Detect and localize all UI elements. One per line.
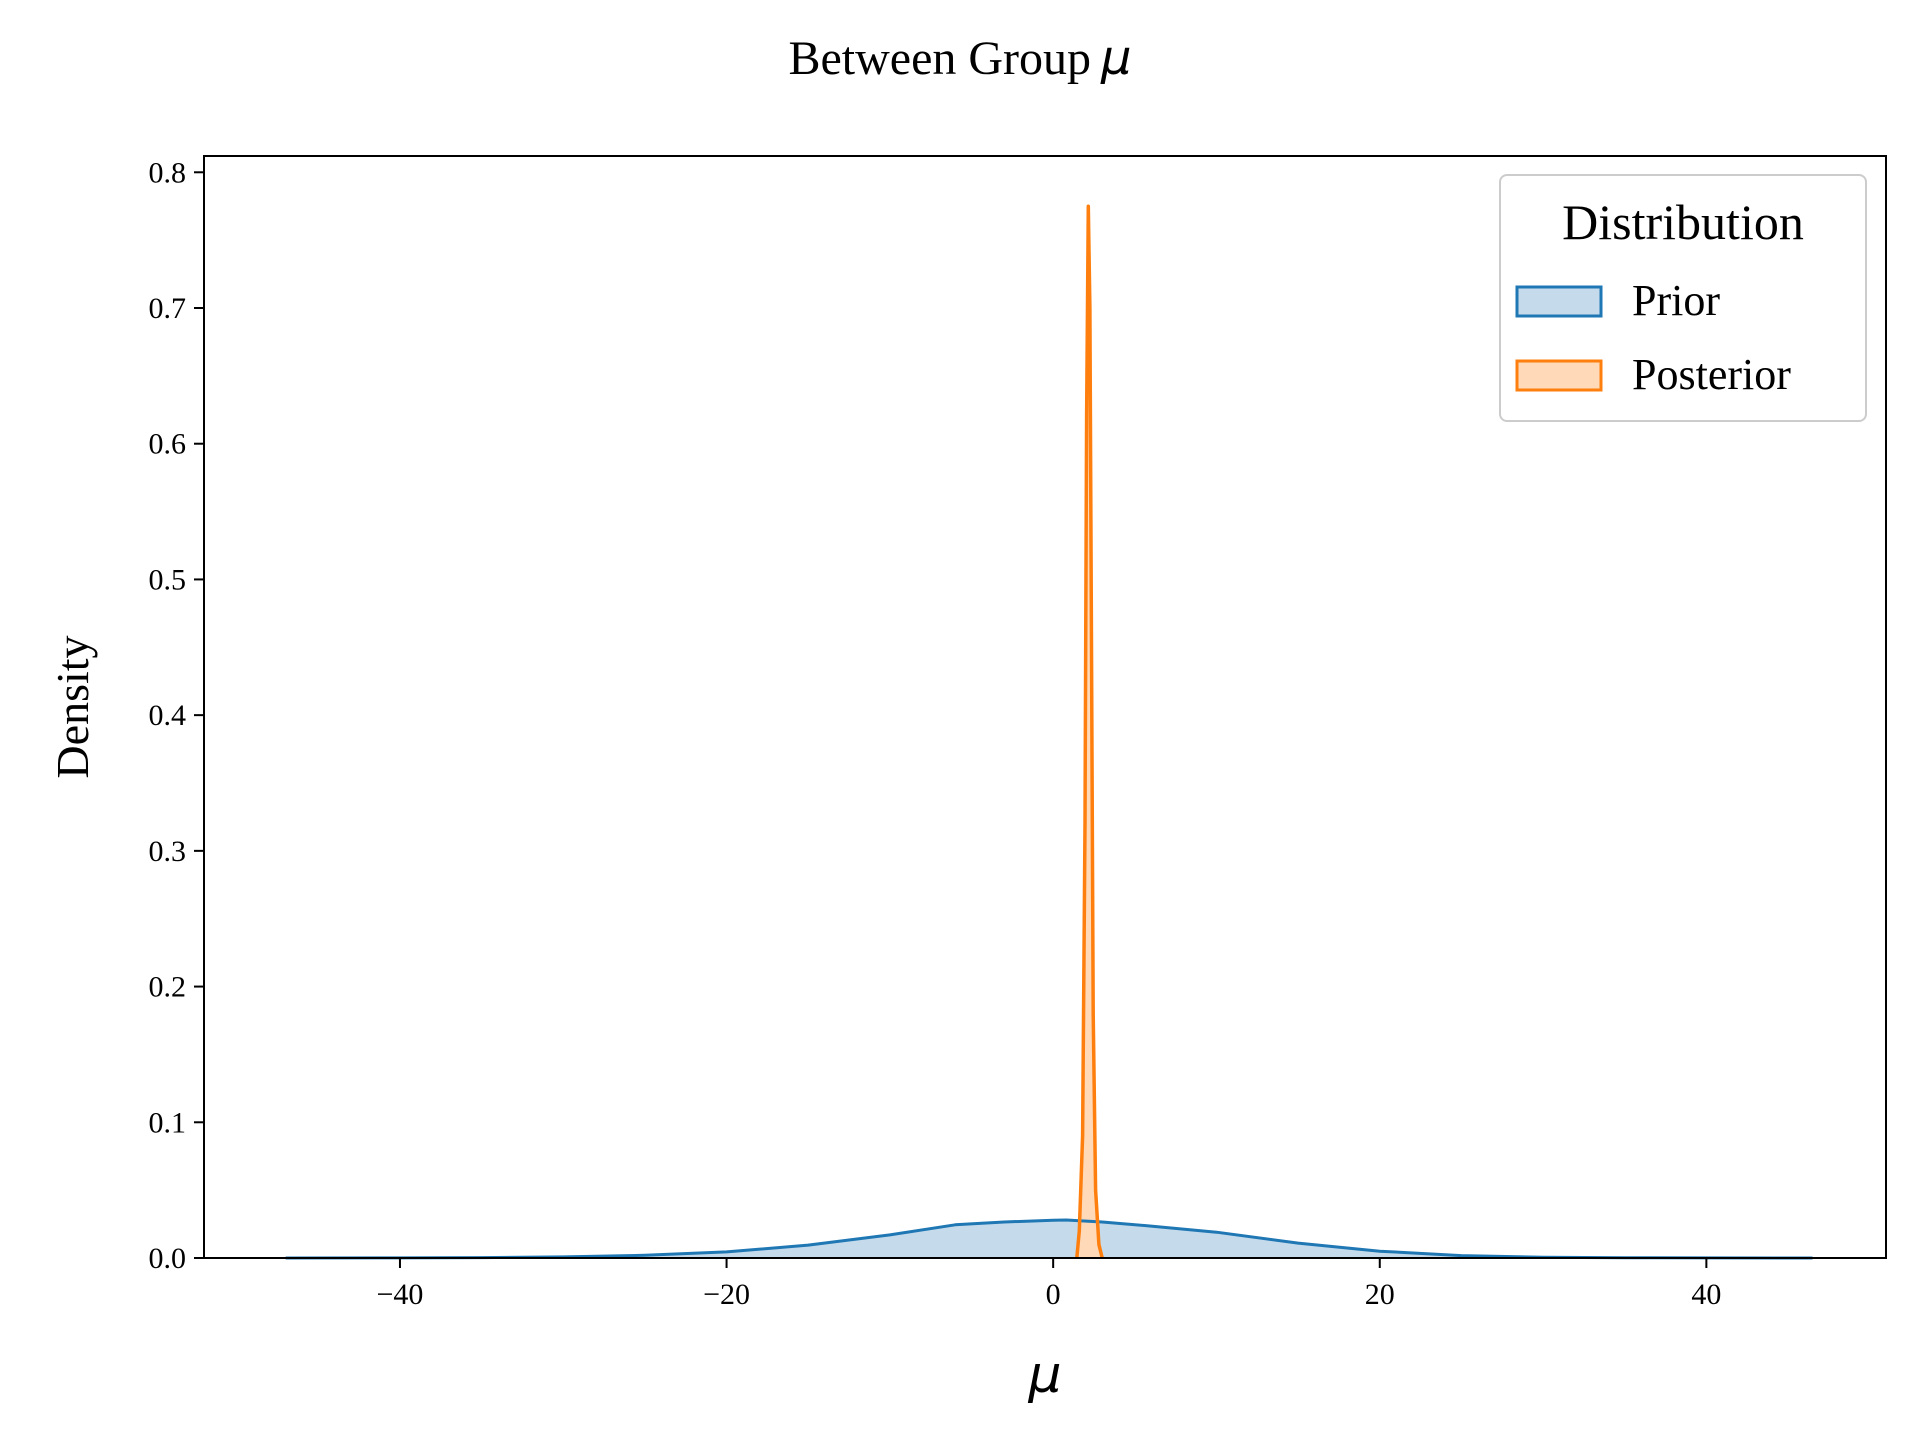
x-axis-label: μ <box>1027 1345 1061 1405</box>
plot-frame <box>203 155 1887 1259</box>
series-area-posterior <box>1076 206 1103 1259</box>
y-tick-label: 0.3 <box>149 835 187 868</box>
legend-swatch-prior <box>1515 285 1603 318</box>
y-tick-label: 0.6 <box>149 428 187 461</box>
y-tick-label: 0.4 <box>149 699 187 732</box>
y-tick-label: 0.7 <box>149 292 187 325</box>
legend-label-prior: Prior <box>1632 276 1720 325</box>
y-tick-label: 0.8 <box>149 156 187 189</box>
chart-title: Between Group μ <box>788 30 1131 86</box>
legend-swatch-posterior <box>1515 359 1603 392</box>
x-tick-label: 0 <box>1046 1278 1061 1311</box>
plot-fills <box>285 206 1813 1259</box>
x-tick-label: −40 <box>377 1278 424 1311</box>
chart-title-symbol: μ <box>1100 30 1132 86</box>
legend: Distribution Prior Posterior <box>1499 174 1867 422</box>
x-tick-label: 40 <box>1691 1278 1721 1311</box>
x-tick-label: −20 <box>703 1278 750 1311</box>
x-axis: −40 −20 0 20 40 <box>377 1258 1721 1311</box>
series-line-prior <box>285 1218 1813 1260</box>
y-tick-label: 0.5 <box>149 563 187 596</box>
y-tick-label: 0.0 <box>149 1242 187 1275</box>
legend-title: Distribution <box>1562 194 1804 250</box>
legend-label-posterior: Posterior <box>1632 350 1791 399</box>
y-tick-label: 0.1 <box>149 1106 187 1139</box>
plot-lines <box>285 204 1813 1260</box>
series-area-prior <box>285 1220 1813 1258</box>
chart-title-text: Between Group <box>788 32 1091 85</box>
y-axis-label: Density <box>47 635 98 778</box>
x-tick-label: 20 <box>1365 1278 1395 1311</box>
series-line-posterior <box>1075 204 1104 1259</box>
y-tick-label: 0.2 <box>149 971 187 1004</box>
y-axis: 0.0 0.1 0.2 0.3 0.4 0.5 0.6 0.7 0.8 <box>149 156 204 1275</box>
